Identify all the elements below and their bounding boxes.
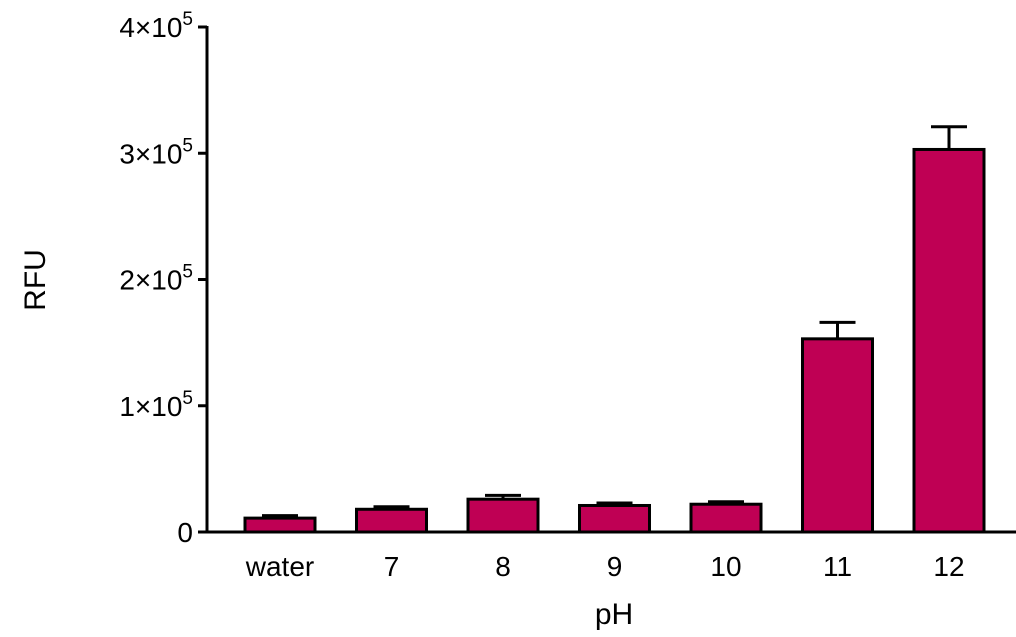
y-ticks-group: 0 1×105 2×105 3×105 4×105 [119,9,207,548]
x-tick-label: 7 [384,551,400,582]
y-tick-label: 3×105 [119,135,193,169]
y-tick-label: 2×105 [119,262,193,296]
y-tick-label: 4×105 [119,9,193,43]
bar-water [243,516,317,534]
y-tick-label: 1×105 [119,388,193,422]
error-bars-group [262,125,967,519]
x-ticks-group: water 7 8 9 10 11 12 [245,551,965,582]
x-tick-label: 12 [933,551,964,582]
x-tick-label: water [245,551,314,582]
y-axis-title: RFU [19,249,52,311]
x-tick-label: 8 [495,551,511,582]
bars-group [243,147,986,534]
x-tick-label: 9 [607,551,623,582]
bar-12 [912,147,986,534]
x-axis-title: pH [595,598,633,631]
x-tick-label: 10 [710,551,741,582]
y-tick-label: 0 [177,517,193,548]
bar-10 [689,502,763,534]
x-tick-label: 11 [823,551,852,582]
bar-8 [466,497,540,534]
bar-11 [801,337,874,534]
bar-7 [355,507,428,534]
bar-9 [578,503,651,534]
